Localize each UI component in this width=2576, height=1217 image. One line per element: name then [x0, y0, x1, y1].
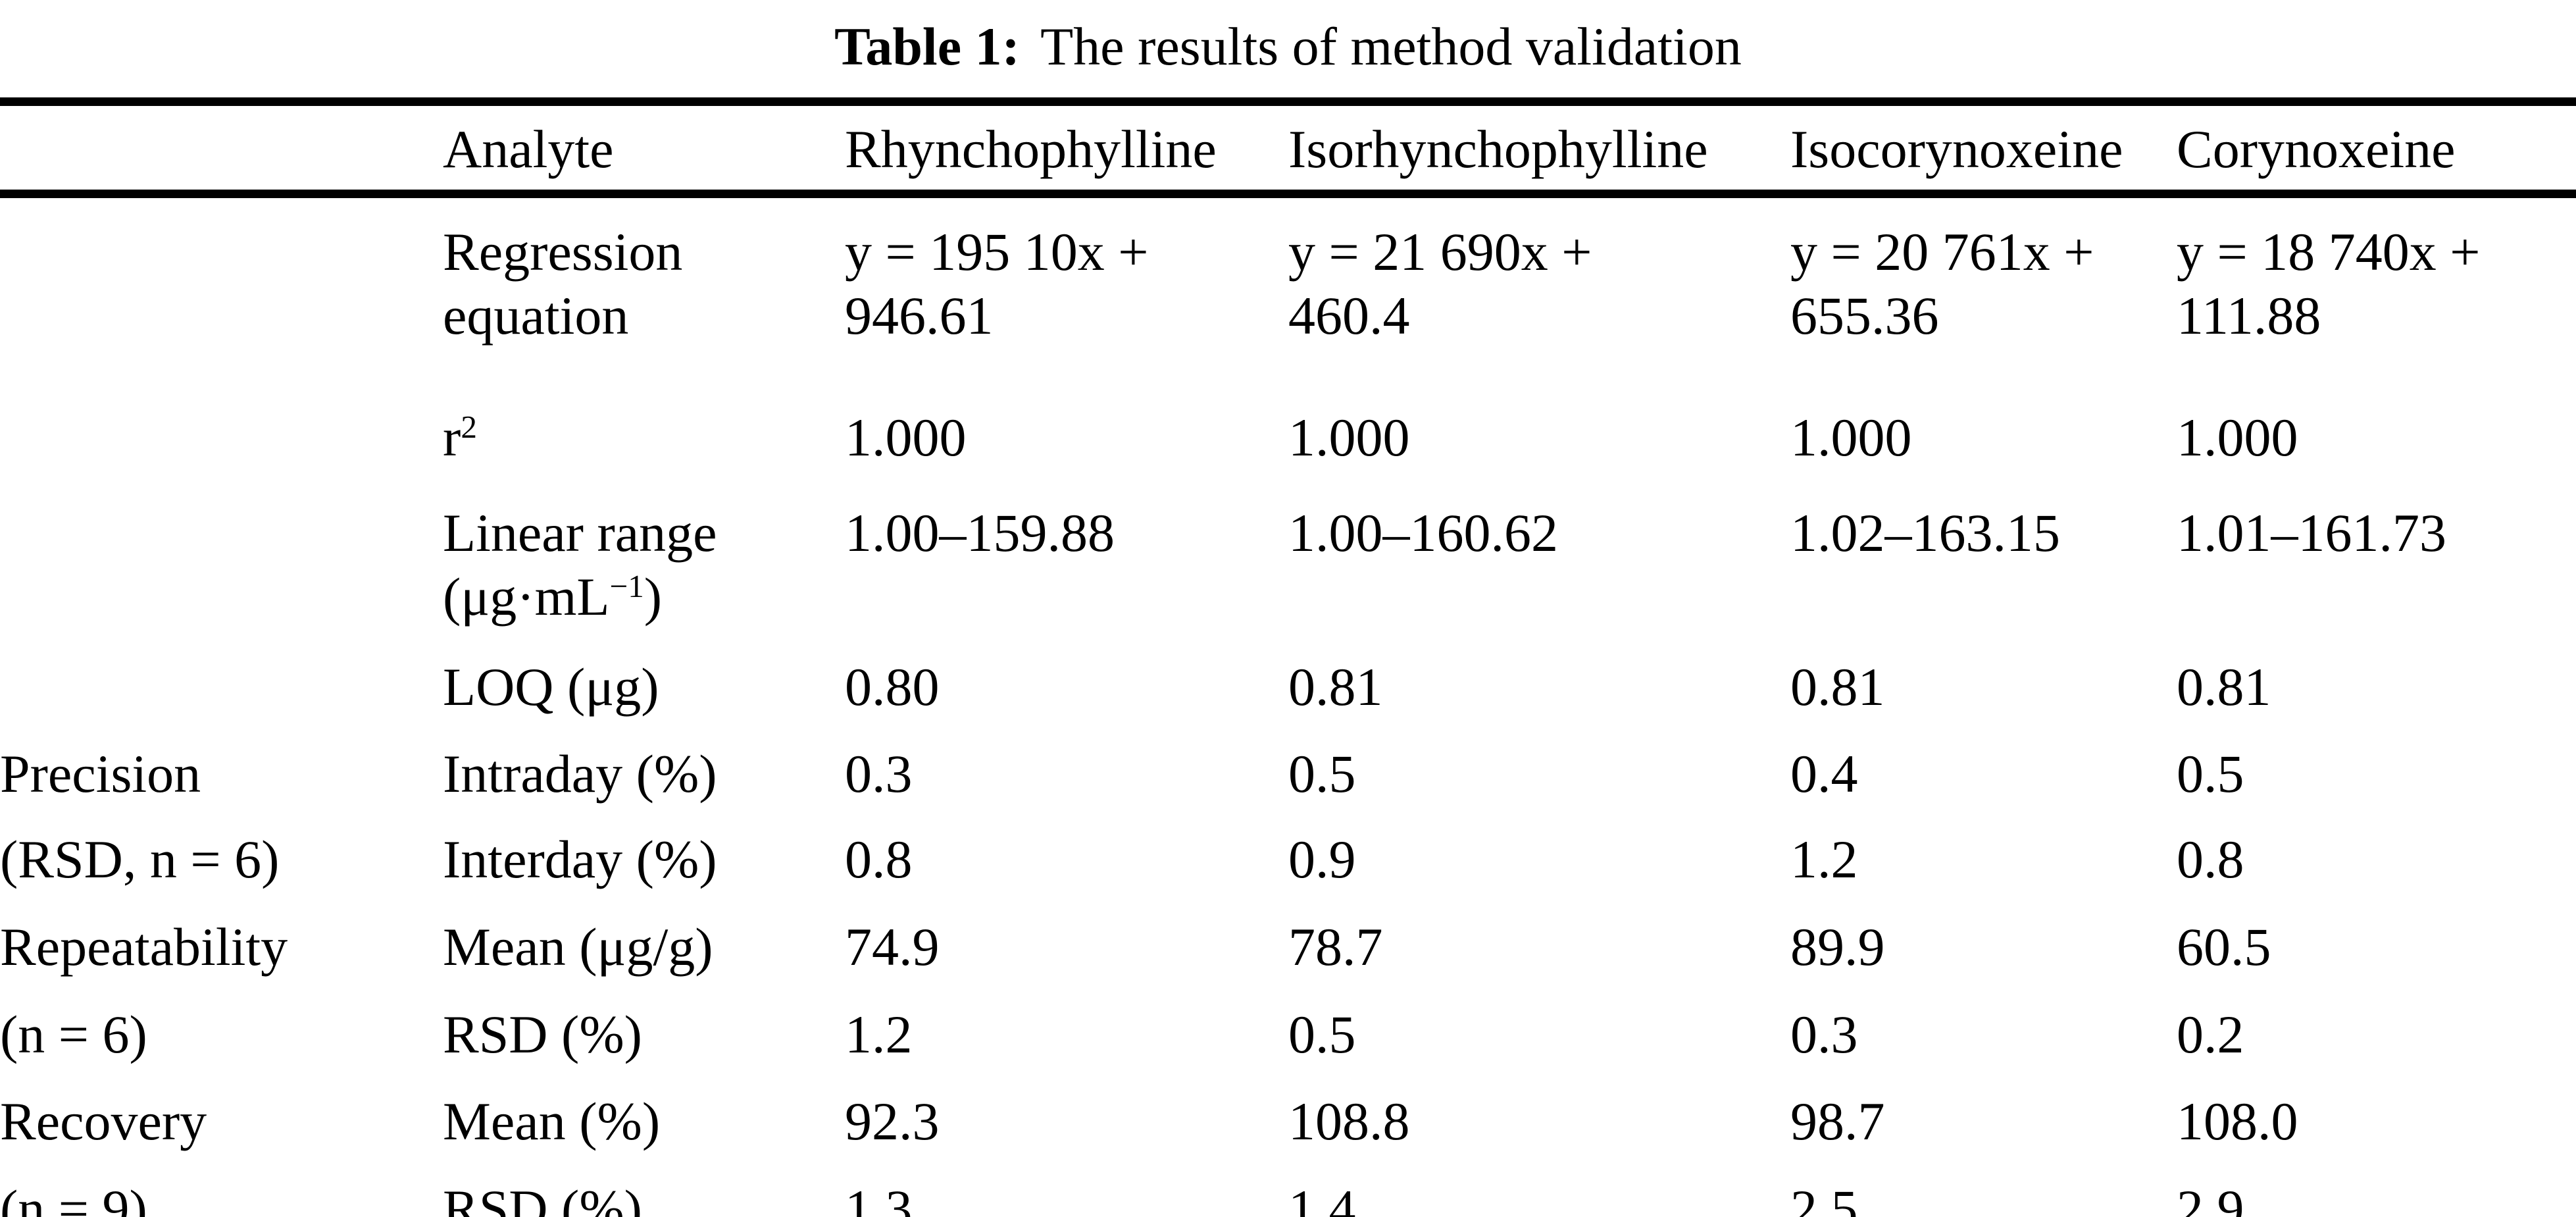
table-caption-text: The results of method validation — [1040, 16, 1742, 76]
header-cell-analyte-4: Corynoxeine — [2177, 101, 2576, 198]
header-cell-analyte-1: Rhynchophylline — [845, 101, 1288, 198]
group-cell-empty — [0, 487, 443, 643]
row-label-rsd: RSD (%) — [443, 1179, 642, 1217]
row-label-mean-pct: Mean (%) — [443, 1091, 661, 1152]
cell-line: 946.61 — [845, 285, 994, 346]
group-cell-empty — [0, 194, 443, 389]
table-cell: 0.81 — [1288, 657, 1383, 717]
table-cell: 1.2 — [845, 1004, 913, 1064]
table-row-repeatability-rsd: (n = 6) RSD (%) 1.2 0.5 0.3 0.2 — [0, 991, 2576, 1078]
table-cell: 0.2 — [2177, 1004, 2244, 1064]
table-cell: 108.8 — [1288, 1091, 1410, 1152]
table-header-row: Analyte Rhynchophylline Isorhynchophylli… — [0, 101, 2576, 198]
table-cell: 0.3 — [845, 743, 913, 804]
table-cell: 0.5 — [2177, 743, 2244, 804]
table-caption-label: Table 1: — [834, 16, 1020, 76]
table-cell: 0.4 — [1790, 743, 1858, 804]
row-label-line: Regression — [443, 222, 683, 282]
table-cell: 0.81 — [1790, 657, 1885, 717]
table-row-repeatability-mean: Repeatability Mean (μg/g) 74.9 78.7 89.9… — [0, 904, 2576, 991]
cell-line: y = 18 740x + — [2177, 222, 2481, 282]
cell-line: y = 21 690x + — [1288, 222, 1592, 282]
group-cell-empty — [0, 643, 443, 732]
cell-line: 460.4 — [1288, 285, 1410, 346]
row-label-interday: Interday (%) — [443, 829, 717, 890]
table-cell: 1.00–159.88 — [845, 503, 1115, 563]
table-cell: 98.7 — [1790, 1091, 1885, 1152]
table-cell: 92.3 — [845, 1091, 940, 1152]
row-label-line: equation — [443, 285, 629, 346]
row-label-line: (μg·mL−1) — [443, 565, 845, 629]
group-cell-precision: Precision — [0, 743, 201, 804]
cell-line: 111.88 — [2177, 285, 2321, 346]
table-cell: 1.4 — [1288, 1179, 1356, 1217]
table-cell: y = 21 690x + 460.4 — [1288, 194, 1790, 389]
row-label-line: Linear range — [443, 503, 717, 563]
row-label-linear-range: Linear range (μg·mL−1) — [443, 487, 845, 643]
table-cell: 74.9 — [845, 917, 940, 977]
table-cell: 1.3 — [845, 1179, 913, 1217]
row-label-loq: LOQ (μg) — [443, 657, 659, 717]
cell-line: y = 195 10x + — [845, 222, 1149, 282]
header-cell-empty — [0, 101, 443, 198]
cell-line: y = 20 761x + — [1790, 222, 2094, 282]
group-cell-repeatability-n: (n = 6) — [0, 1004, 147, 1064]
table-cell: 2.5 — [1790, 1179, 1858, 1217]
table-cell: 78.7 — [1288, 917, 1383, 977]
table-row-loq: LOQ (μg) 0.80 0.81 0.81 0.81 — [0, 643, 2576, 732]
table-row-regression: Regression equation y = 195 10x + 946.61… — [0, 194, 2576, 389]
table-cell: 1.000 — [2177, 407, 2298, 467]
group-cell-empty — [0, 388, 443, 487]
table-cell: 0.5 — [1288, 743, 1356, 804]
table-cell: 0.81 — [2177, 657, 2271, 717]
row-label-rsd: RSD (%) — [443, 1004, 642, 1064]
table-row-intraday: Precision Intraday (%) 0.3 0.5 0.4 0.5 — [0, 732, 2576, 816]
table-cell: 1.2 — [1790, 829, 1858, 890]
group-cell-recovery-n: (n = 9) — [0, 1179, 147, 1217]
table-cell: 60.5 — [2177, 917, 2271, 977]
unit-superscript: −1 — [609, 567, 644, 604]
table-cell: y = 195 10x + 946.61 — [845, 194, 1288, 389]
group-cell-repeatability: Repeatability — [0, 917, 288, 977]
table-cell: 2.9 — [2177, 1179, 2244, 1217]
table-cell: 89.9 — [1790, 917, 1885, 977]
row-label-r2: r2 — [443, 388, 845, 487]
row-label-base: r — [443, 407, 461, 467]
row-label-mean-ugg: Mean (μg/g) — [443, 917, 713, 977]
header-cell-analyte: Analyte — [443, 101, 845, 198]
validation-table: Analyte Rhynchophylline Isorhynchophylli… — [0, 97, 2576, 1217]
unit-text: (μg·mL — [443, 566, 610, 627]
table-cell: 1.000 — [845, 407, 967, 467]
group-cell-recovery: Recovery — [0, 1091, 207, 1152]
table-caption: Table 1: The results of method validation — [0, 0, 2576, 97]
header-cell-analyte-2: Isorhynchophylline — [1288, 101, 1790, 198]
table-cell: 0.9 — [1288, 829, 1356, 890]
table-cell: 0.8 — [2177, 829, 2244, 890]
table-cell: 0.80 — [845, 657, 940, 717]
cell-line: 655.36 — [1790, 285, 1939, 346]
table-cell: 1.000 — [1790, 407, 1912, 467]
table-cell: 0.8 — [845, 829, 913, 890]
row-label-superscript: 2 — [461, 408, 477, 445]
table-cell: y = 20 761x + 655.36 — [1790, 194, 2177, 389]
table-cell: 0.3 — [1790, 1004, 1858, 1064]
table-cell: 0.5 — [1288, 1004, 1356, 1064]
table-cell: 1.02–163.15 — [1790, 503, 2060, 563]
table-cell: 1.01–161.73 — [2177, 503, 2446, 563]
table-cell: 1.000 — [1288, 407, 1410, 467]
table-row-recovery-rsd: (n = 9) RSD (%) 1.3 1.4 2.5 2.9 — [0, 1166, 2576, 1217]
table-cell: y = 18 740x + 111.88 — [2177, 194, 2576, 389]
table-row-interday: (RSD, n = 6) Interday (%) 0.8 0.9 1.2 0.… — [0, 816, 2576, 904]
table-row-linear-range: Linear range (μg·mL−1) 1.00–159.88 1.00–… — [0, 487, 2576, 643]
group-cell-precision-n: (RSD, n = 6) — [0, 829, 280, 890]
unit-text: ) — [644, 566, 663, 627]
table-row-r2: r2 1.000 1.000 1.000 1.000 — [0, 388, 2576, 487]
header-cell-analyte-3: Isocorynoxeine — [1790, 101, 2177, 198]
table-cell: 108.0 — [2177, 1091, 2298, 1152]
table-cell: 1.00–160.62 — [1288, 503, 1558, 563]
row-label-intraday: Intraday (%) — [443, 743, 717, 804]
row-label-regression: Regression equation — [443, 194, 845, 389]
table-row-recovery-mean: Recovery Mean (%) 92.3 108.8 98.7 108.0 — [0, 1078, 2576, 1166]
